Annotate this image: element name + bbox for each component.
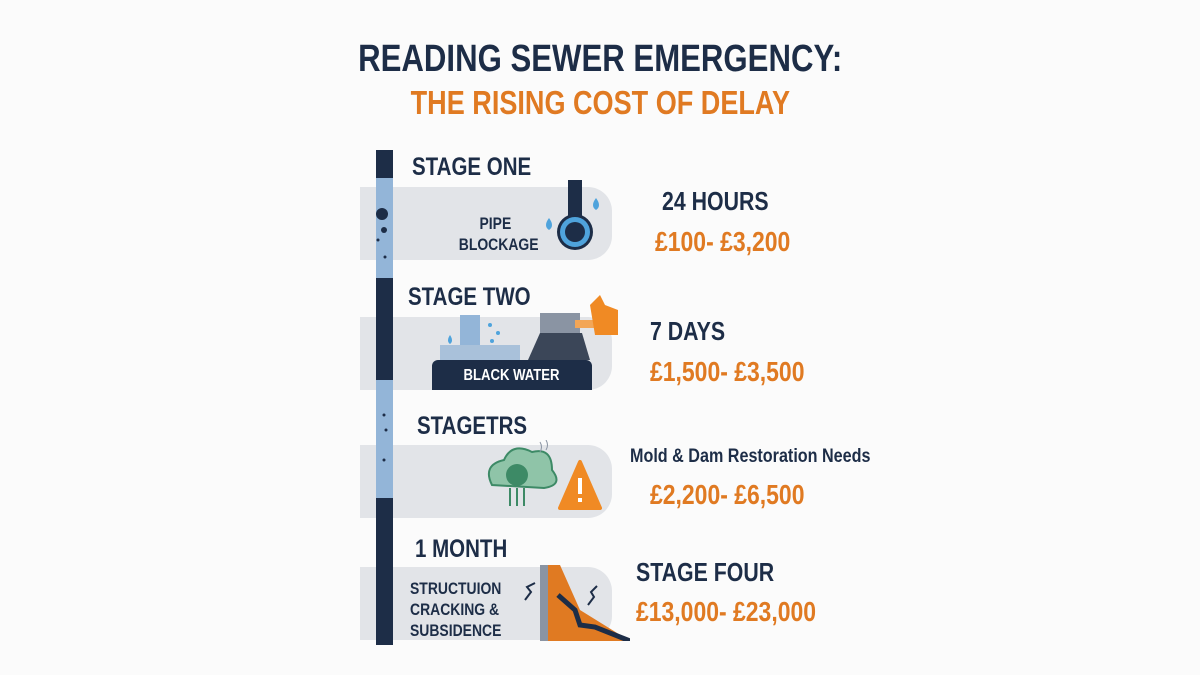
stage-four-cost: £13,000- £23,000 — [636, 596, 817, 627]
stage-two-heading: STAGE TWO — [408, 283, 531, 311]
pipe-segment — [376, 150, 393, 178]
pipe-segment — [376, 567, 393, 640]
mold-warning-icon — [488, 440, 602, 510]
stage-one-time: 24 HOURS — [662, 186, 769, 216]
stage-three-heading: STAGETRS — [417, 412, 528, 440]
pipe-segment — [376, 187, 393, 260]
stage-one-cost: £100- £3,200 — [655, 226, 791, 257]
stage-two-label: BLACK WATER — [432, 360, 592, 390]
page-title: READING SEWER EMERGENCY: — [357, 38, 843, 80]
pipe-segment — [376, 317, 393, 380]
pipe-segment — [376, 445, 393, 498]
pipe-segment — [376, 498, 393, 518]
pipe-segment — [376, 380, 393, 390]
debris-dots-icon — [376, 208, 388, 462]
stage-four-time: STAGE FOUR — [636, 557, 775, 587]
stage-one-heading: STAGE ONE — [412, 153, 532, 181]
cracked-wall-icon — [524, 565, 630, 641]
stage-three-cost: £2,200- £6,500 — [650, 479, 805, 510]
blocked-pipe-icon — [546, 180, 599, 250]
flooding-pipe-icon — [440, 295, 618, 360]
stage-four-heading: 1 MONTH — [415, 535, 508, 563]
stage-two-time: 7 DAYS — [650, 316, 726, 346]
stage-one-label: PIPE BLOCKAGE — [458, 214, 539, 254]
stage-two-cost: £1,500- £3,500 — [650, 356, 805, 387]
stage-three-time: Mold & Dam Restoration Needs — [630, 446, 871, 467]
page-subtitle: THE RISING COST OF DELAY — [410, 84, 790, 121]
stage-four-label: STRUCTUION CRACKING & SUBSIDENCE — [410, 579, 502, 640]
